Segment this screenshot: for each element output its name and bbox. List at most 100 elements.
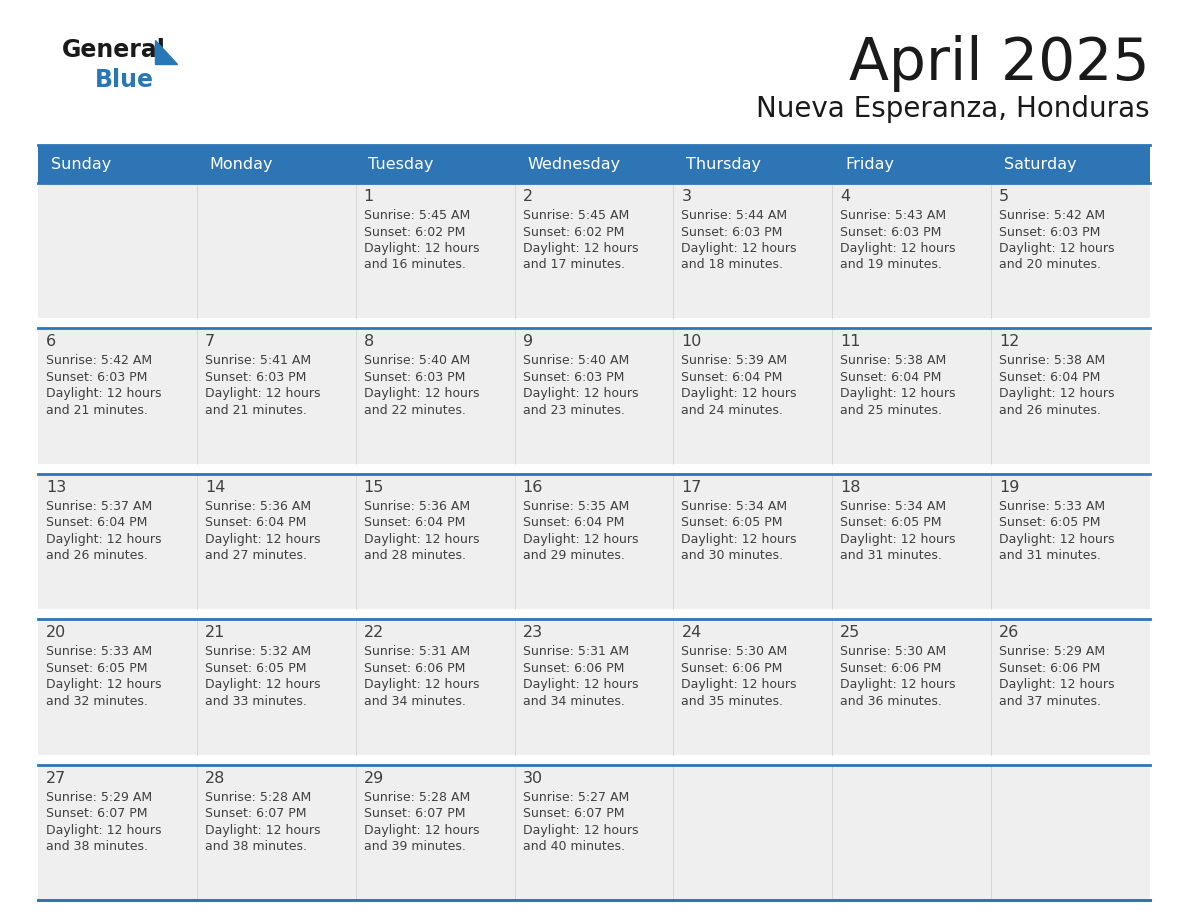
Text: Sunset: 6:05 PM: Sunset: 6:05 PM: [840, 516, 942, 530]
Text: and 38 minutes.: and 38 minutes.: [46, 840, 148, 853]
Bar: [674, 329, 833, 464]
Bar: [38, 765, 197, 900]
Text: Blue: Blue: [95, 68, 154, 92]
Text: and 32 minutes.: and 32 minutes.: [46, 695, 147, 708]
Bar: [991, 183, 1150, 319]
Text: Daylight: 12 hours: Daylight: 12 hours: [364, 823, 479, 836]
Text: 10: 10: [682, 334, 702, 350]
Bar: [514, 183, 674, 319]
Text: 6: 6: [46, 334, 56, 350]
Text: Sunset: 6:06 PM: Sunset: 6:06 PM: [682, 662, 783, 675]
Text: 15: 15: [364, 480, 384, 495]
Text: and 38 minutes.: and 38 minutes.: [204, 840, 307, 853]
Text: Sunset: 6:03 PM: Sunset: 6:03 PM: [999, 226, 1100, 239]
Text: Daylight: 12 hours: Daylight: 12 hours: [840, 532, 956, 546]
Text: Daylight: 12 hours: Daylight: 12 hours: [682, 242, 797, 255]
Text: and 39 minutes.: and 39 minutes.: [364, 840, 466, 853]
Bar: [991, 620, 1150, 755]
Text: Sunset: 6:04 PM: Sunset: 6:04 PM: [204, 516, 307, 530]
Text: Sunrise: 5:36 AM: Sunrise: 5:36 AM: [204, 499, 311, 513]
Text: and 36 minutes.: and 36 minutes.: [840, 695, 942, 708]
Text: Daylight: 12 hours: Daylight: 12 hours: [46, 678, 162, 691]
Text: and 25 minutes.: and 25 minutes.: [840, 404, 942, 417]
Text: Daylight: 12 hours: Daylight: 12 hours: [523, 532, 638, 546]
Text: Sunrise: 5:31 AM: Sunrise: 5:31 AM: [364, 645, 469, 658]
Text: and 26 minutes.: and 26 minutes.: [999, 404, 1101, 417]
Text: Sunrise: 5:32 AM: Sunrise: 5:32 AM: [204, 645, 311, 658]
Text: Daylight: 12 hours: Daylight: 12 hours: [204, 532, 321, 546]
Text: Sunrise: 5:45 AM: Sunrise: 5:45 AM: [523, 209, 628, 222]
Text: Daylight: 12 hours: Daylight: 12 hours: [364, 532, 479, 546]
Text: Tuesday: Tuesday: [368, 156, 434, 172]
Text: 7: 7: [204, 334, 215, 350]
Text: Sunrise: 5:38 AM: Sunrise: 5:38 AM: [999, 354, 1105, 367]
Text: 29: 29: [364, 770, 384, 786]
Text: Sunset: 6:03 PM: Sunset: 6:03 PM: [46, 371, 147, 384]
Text: Sunset: 6:03 PM: Sunset: 6:03 PM: [204, 371, 307, 384]
Text: Sunrise: 5:38 AM: Sunrise: 5:38 AM: [840, 354, 947, 367]
Text: and 26 minutes.: and 26 minutes.: [46, 549, 147, 563]
Text: Sunset: 6:05 PM: Sunset: 6:05 PM: [46, 662, 147, 675]
Bar: [833, 765, 991, 900]
Text: Daylight: 12 hours: Daylight: 12 hours: [204, 678, 321, 691]
Text: Friday: Friday: [845, 156, 895, 172]
Text: Daylight: 12 hours: Daylight: 12 hours: [364, 387, 479, 400]
Text: 4: 4: [840, 189, 851, 204]
Text: Sunrise: 5:29 AM: Sunrise: 5:29 AM: [999, 645, 1105, 658]
Bar: [833, 183, 991, 319]
Text: Sunrise: 5:28 AM: Sunrise: 5:28 AM: [364, 790, 470, 803]
Text: Sunrise: 5:34 AM: Sunrise: 5:34 AM: [840, 499, 947, 513]
Bar: [674, 474, 833, 610]
Text: Sunrise: 5:31 AM: Sunrise: 5:31 AM: [523, 645, 628, 658]
Text: Sunset: 6:04 PM: Sunset: 6:04 PM: [364, 516, 465, 530]
Text: Sunset: 6:06 PM: Sunset: 6:06 PM: [523, 662, 624, 675]
Text: and 34 minutes.: and 34 minutes.: [364, 695, 466, 708]
Text: Sunset: 6:05 PM: Sunset: 6:05 PM: [204, 662, 307, 675]
Text: Daylight: 12 hours: Daylight: 12 hours: [523, 678, 638, 691]
Text: Sunset: 6:05 PM: Sunset: 6:05 PM: [682, 516, 783, 530]
Text: and 18 minutes.: and 18 minutes.: [682, 259, 783, 272]
Bar: [355, 765, 514, 900]
Bar: [833, 474, 991, 610]
Text: Daylight: 12 hours: Daylight: 12 hours: [999, 387, 1114, 400]
Text: Sunrise: 5:30 AM: Sunrise: 5:30 AM: [682, 645, 788, 658]
Text: April 2025: April 2025: [849, 35, 1150, 92]
Text: Sunset: 6:04 PM: Sunset: 6:04 PM: [840, 371, 942, 384]
Bar: [833, 329, 991, 464]
Text: 17: 17: [682, 480, 702, 495]
Text: Sunrise: 5:37 AM: Sunrise: 5:37 AM: [46, 499, 152, 513]
Bar: [355, 474, 514, 610]
Text: Sunset: 6:04 PM: Sunset: 6:04 PM: [682, 371, 783, 384]
Text: 22: 22: [364, 625, 384, 640]
Text: 5: 5: [999, 189, 1010, 204]
Text: and 20 minutes.: and 20 minutes.: [999, 259, 1101, 272]
Text: Sunrise: 5:43 AM: Sunrise: 5:43 AM: [840, 209, 947, 222]
Text: 13: 13: [46, 480, 67, 495]
Text: Sunrise: 5:45 AM: Sunrise: 5:45 AM: [364, 209, 470, 222]
Bar: [197, 620, 355, 755]
Text: and 35 minutes.: and 35 minutes.: [682, 695, 783, 708]
Text: and 19 minutes.: and 19 minutes.: [840, 259, 942, 272]
Text: Sunset: 6:02 PM: Sunset: 6:02 PM: [364, 226, 465, 239]
Text: and 33 minutes.: and 33 minutes.: [204, 695, 307, 708]
Text: 23: 23: [523, 625, 543, 640]
Text: Daylight: 12 hours: Daylight: 12 hours: [204, 823, 321, 836]
Text: Sunrise: 5:28 AM: Sunrise: 5:28 AM: [204, 790, 311, 803]
Text: Daylight: 12 hours: Daylight: 12 hours: [840, 678, 956, 691]
Text: and 31 minutes.: and 31 minutes.: [840, 549, 942, 563]
Bar: [197, 765, 355, 900]
Text: Daylight: 12 hours: Daylight: 12 hours: [46, 387, 162, 400]
Bar: [674, 620, 833, 755]
Text: Sunrise: 5:33 AM: Sunrise: 5:33 AM: [46, 645, 152, 658]
Text: Sunrise: 5:29 AM: Sunrise: 5:29 AM: [46, 790, 152, 803]
Text: and 27 minutes.: and 27 minutes.: [204, 549, 307, 563]
Text: 21: 21: [204, 625, 226, 640]
Bar: [991, 329, 1150, 464]
Text: Sunday: Sunday: [51, 156, 110, 172]
Text: Sunrise: 5:40 AM: Sunrise: 5:40 AM: [364, 354, 470, 367]
Text: Sunset: 6:04 PM: Sunset: 6:04 PM: [523, 516, 624, 530]
Text: 1: 1: [364, 189, 374, 204]
Text: Sunset: 6:04 PM: Sunset: 6:04 PM: [46, 516, 147, 530]
Text: Thursday: Thursday: [687, 156, 762, 172]
Text: Sunset: 6:03 PM: Sunset: 6:03 PM: [840, 226, 942, 239]
